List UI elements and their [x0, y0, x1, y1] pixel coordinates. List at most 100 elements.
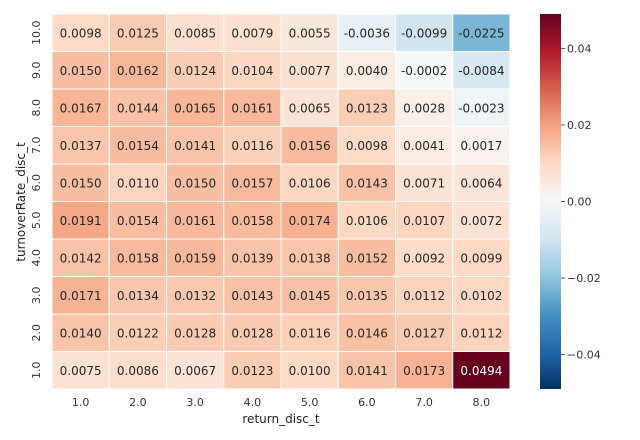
heatmap-cell — [452, 351, 511, 390]
y-tick-label: 3.0 — [30, 287, 43, 305]
cell-value-label: 0.0171 — [60, 289, 102, 303]
cell-value-label: 0.0125 — [117, 26, 159, 40]
cell-value-label: 0.0075 — [60, 364, 102, 378]
y-axis-label: turnoverRate_disc_t — [14, 142, 28, 262]
heatmap-cell — [452, 51, 511, 90]
heatmap-cell — [395, 88, 454, 127]
cell-value-label: 0.0145 — [289, 289, 331, 303]
heatmap-cell — [337, 88, 396, 127]
cell-value-label: 0.0139 — [231, 251, 273, 265]
cell-value-label: 0.0102 — [460, 289, 502, 303]
x-tick-label: 2.0 — [129, 396, 147, 409]
cell-value-label: 0.0142 — [60, 251, 102, 265]
heatmap-cell — [337, 351, 396, 390]
heatmap-cell — [223, 88, 282, 127]
heatmap-cell — [166, 276, 225, 315]
x-tick-label: 3.0 — [186, 396, 204, 409]
cell-value-label: 0.0106 — [346, 214, 388, 228]
heatmap-cell — [166, 126, 225, 165]
heatmap-cell — [166, 351, 225, 390]
colorbar: −0.04 −0.02 0.00 0.02 0.04 — [540, 14, 601, 389]
heatmap-cell — [51, 351, 110, 390]
heatmap-cell — [452, 313, 511, 352]
heatmap-cell — [108, 238, 167, 277]
x-tick-label: 1.0 — [72, 396, 90, 409]
heatmap-cell — [280, 163, 339, 202]
heatmap-cell — [337, 238, 396, 277]
cell-value-label: 0.0132 — [174, 289, 216, 303]
cell-value-label: 0.0112 — [403, 289, 445, 303]
heatmap-cell — [108, 201, 167, 240]
colorbar-tick-label: −0.04 — [567, 349, 601, 362]
cell-value-label: 0.0138 — [289, 251, 331, 265]
cell-value-label: 0.0122 — [117, 326, 159, 340]
colorbar-tick-label: −0.02 — [567, 272, 601, 285]
heatmap-cell — [452, 238, 511, 277]
cell-value-label: 0.0141 — [346, 364, 388, 378]
cell-value-label: 0.0134 — [117, 289, 159, 303]
heatmap-cell — [280, 126, 339, 165]
heatmap-cell — [166, 238, 225, 277]
y-tick-label: 6.0 — [30, 174, 43, 192]
cell-value-label: 0.0107 — [403, 214, 445, 228]
cell-value-label: 0.0071 — [403, 176, 445, 190]
cell-value-label: 0.0017 — [460, 139, 502, 153]
y-tick-label: 8.0 — [30, 99, 43, 117]
cell-value-label: 0.0165 — [174, 101, 216, 115]
cell-value-label: 0.0146 — [346, 326, 388, 340]
heatmap-cell — [280, 351, 339, 390]
cell-value-label: 0.0159 — [174, 251, 216, 265]
y-tick-label: 4.0 — [30, 249, 43, 267]
heatmap-cell — [337, 13, 396, 52]
colorbar-tick-label: 0.04 — [567, 42, 592, 55]
heatmap-cell — [108, 351, 167, 390]
heatmap-cell — [337, 51, 396, 90]
cell-value-label: 0.0064 — [460, 176, 502, 190]
cell-value-label: 0.0099 — [460, 251, 502, 265]
cell-value-label: 0.0152 — [346, 251, 388, 265]
x-tick-label: 4.0 — [244, 396, 262, 409]
x-tick-label: 7.0 — [415, 396, 433, 409]
cell-value-label: 0.0167 — [60, 101, 102, 115]
heatmap-cell — [280, 201, 339, 240]
heatmap-cell — [280, 276, 339, 315]
cell-value-label: 0.0141 — [174, 139, 216, 153]
heatmap-cell — [395, 163, 454, 202]
heatmap-cell — [452, 13, 511, 52]
heatmap-cell — [223, 126, 282, 165]
cell-value-label: 0.0191 — [60, 214, 102, 228]
x-tick-label: 6.0 — [358, 396, 376, 409]
cell-value-label: 0.0092 — [403, 251, 445, 265]
cell-value-label: -0.0084 — [458, 64, 504, 78]
cell-value-label: -0.0036 — [344, 26, 390, 40]
cell-value-label: 0.0065 — [289, 101, 331, 115]
cell-value-label: 0.0150 — [60, 176, 102, 190]
heatmap-cell — [108, 51, 167, 90]
cell-value-label: 0.0077 — [289, 64, 331, 78]
cell-value-label: 0.0140 — [60, 326, 102, 340]
y-tick-label: 7.0 — [30, 137, 43, 155]
cell-value-label: 0.0143 — [346, 176, 388, 190]
cell-value-label: 0.0144 — [117, 101, 159, 115]
heatmap-cell — [108, 13, 167, 52]
heatmap-cell — [395, 238, 454, 277]
y-tick-label: 9.0 — [30, 62, 43, 80]
cell-value-label: 0.0116 — [231, 139, 273, 153]
cell-value-label: 0.0173 — [403, 364, 445, 378]
cell-value-label: 0.0154 — [117, 139, 159, 153]
cell-value-label: 0.0067 — [174, 364, 216, 378]
cell-value-label: 0.0106 — [289, 176, 331, 190]
cell-value-label: 0.0112 — [460, 326, 502, 340]
cell-value-label: 0.0137 — [60, 139, 102, 153]
cell-value-label: 0.0055 — [289, 26, 331, 40]
cell-value-label: 0.0086 — [117, 364, 159, 378]
heatmap-cell — [452, 163, 511, 202]
heatmap-cell — [337, 201, 396, 240]
heatmap-cell — [223, 351, 282, 390]
heatmap-cell — [51, 238, 110, 277]
heatmap-cell — [337, 313, 396, 352]
heatmap-cell — [280, 238, 339, 277]
cell-value-label: 0.0158 — [117, 251, 159, 265]
cell-value-label: 0.0156 — [289, 139, 331, 153]
